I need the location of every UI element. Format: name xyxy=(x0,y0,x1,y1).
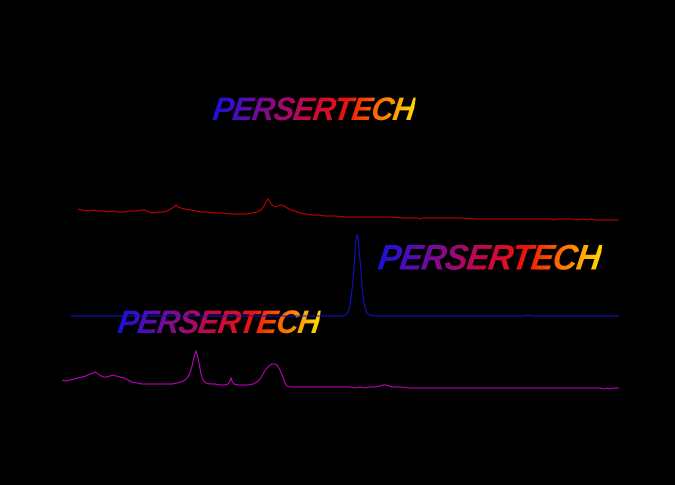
blue-spectrum-trace xyxy=(71,233,619,317)
red-spectrum-trace xyxy=(77,198,619,221)
magenta-spectrum-trace xyxy=(61,349,619,390)
